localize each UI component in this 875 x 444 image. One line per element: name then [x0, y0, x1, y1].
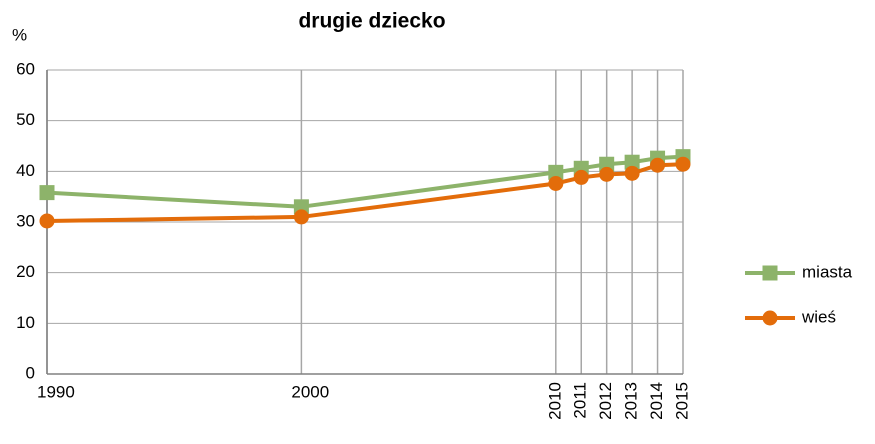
- chart-title: drugie dziecko: [298, 10, 445, 33]
- y-tick-label: 40: [16, 161, 35, 180]
- y-axis-label: %: [12, 25, 27, 44]
- legend-marker: [762, 265, 778, 281]
- x-tick-label: 1990: [37, 382, 75, 401]
- data-point: [650, 157, 666, 173]
- y-tick-label: 30: [16, 211, 35, 230]
- data-point: [599, 166, 615, 182]
- data-point: [548, 175, 564, 191]
- legend-label: wieś: [801, 307, 836, 326]
- x-tick-label: 2000: [291, 382, 329, 401]
- data-point: [675, 156, 691, 172]
- y-tick-label: 0: [26, 363, 35, 382]
- data-point: [293, 209, 309, 225]
- data-point: [548, 164, 564, 180]
- data-point: [39, 185, 55, 201]
- y-tick-label: 60: [16, 59, 35, 78]
- data-point: [624, 154, 640, 170]
- y-tick-label: 20: [16, 262, 35, 281]
- x-tick-label: 2015: [672, 382, 691, 420]
- y-tick-label: 50: [16, 110, 35, 129]
- data-point: [39, 213, 55, 229]
- x-tick-label: 2011: [571, 382, 590, 419]
- legend-marker: [762, 310, 778, 326]
- legend-label: miasta: [802, 262, 853, 281]
- data-point: [573, 169, 589, 185]
- x-tick-label: 2010: [545, 382, 564, 420]
- data-point: [624, 165, 640, 181]
- x-tick-label: 2014: [647, 382, 666, 420]
- x-tick-label: 2012: [596, 382, 615, 420]
- x-tick-label: 2013: [622, 382, 641, 420]
- y-tick-label: 10: [16, 313, 35, 332]
